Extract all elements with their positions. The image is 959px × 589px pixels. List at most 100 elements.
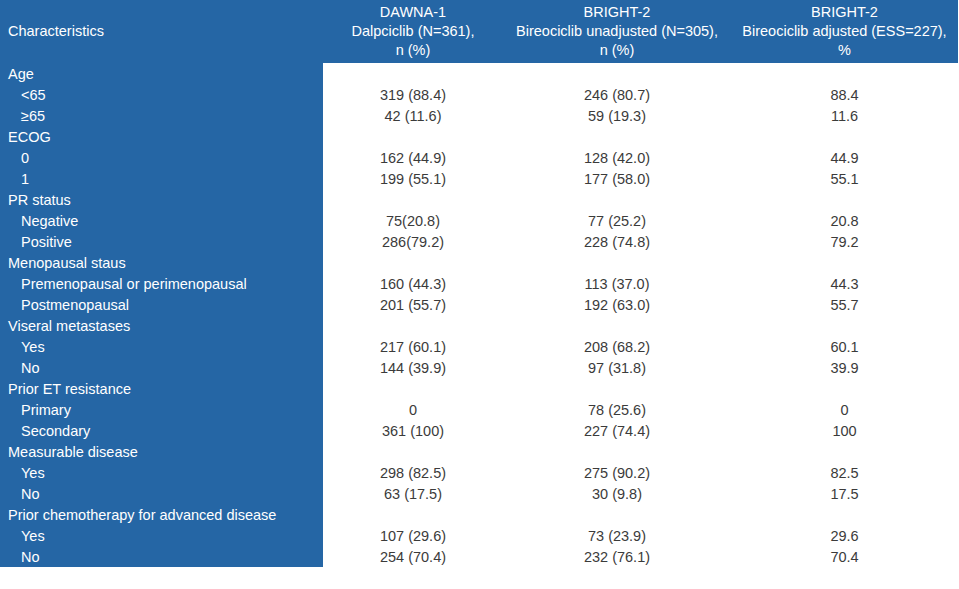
characteristics-label: Characteristics: [8, 22, 104, 41]
column-header-dawna1: DAWNA-1 Dalpciclib (N=361), n (%): [323, 0, 503, 63]
value-cell-bright2-unadjusted: 30 (9.8): [503, 483, 731, 504]
value-cell-bright2-adjusted: 20.8: [731, 210, 958, 231]
value-cell-bright2-adjusted: [731, 63, 958, 84]
row-label-sub: <65: [0, 84, 323, 105]
value-cell-bright2-unadjusted: 73 (23.9): [503, 525, 731, 546]
value-cell-bright2-adjusted: 100: [731, 420, 958, 441]
value-cell-bright2-unadjusted: 113 (37.0): [503, 273, 731, 294]
row-label-sub: Premenopausal or perimenopausal: [0, 273, 323, 294]
row-label-category: Menopausal staus: [0, 252, 323, 273]
value-cell-dawna1: 0: [323, 399, 503, 420]
value-cell-bright2-adjusted: [731, 126, 958, 147]
row-label-sub: Yes: [0, 525, 323, 546]
row-label-sub: Primary: [0, 399, 323, 420]
value-cell-dawna1: 319 (88.4): [323, 84, 503, 105]
value-cell-bright2-adjusted: 11.6: [731, 105, 958, 126]
row-label-sub: ≥65: [0, 105, 323, 126]
row-label-sub: Negative: [0, 210, 323, 231]
table-row: 0162 (44.9)128 (42.0)44.9: [0, 147, 958, 168]
value-cell-dawna1: 107 (29.6): [323, 525, 503, 546]
value-cell-bright2-unadjusted: [503, 315, 731, 336]
page: Characteristics DAWNA-1 Dalpciclib (N=36…: [0, 0, 959, 589]
value-cell-dawna1: [323, 252, 503, 273]
column-header-bright2-unadjusted: BRIGHT-2 Bireociclib unadjusted (N=305),…: [503, 0, 731, 63]
row-label-category: ECOG: [0, 126, 323, 147]
value-cell-bright2-unadjusted: [503, 441, 731, 462]
value-cell-bright2-adjusted: 55.1: [731, 168, 958, 189]
table-row: ECOG: [0, 126, 958, 147]
value-cell-dawna1: [323, 63, 503, 84]
value-cell-bright2-adjusted: [731, 189, 958, 210]
value-cell-dawna1: 160 (44.3): [323, 273, 503, 294]
table-row: Negative75(20.8)77 (25.2)20.8: [0, 210, 958, 231]
header-study-name: BRIGHT-2: [584, 3, 651, 22]
value-cell-bright2-unadjusted: [503, 126, 731, 147]
header-unit: n (%): [600, 41, 635, 60]
value-cell-bright2-unadjusted: 59 (19.3): [503, 105, 731, 126]
value-cell-bright2-unadjusted: 208 (68.2): [503, 336, 731, 357]
value-cell-bright2-adjusted: [731, 504, 958, 525]
row-label-sub: Yes: [0, 336, 323, 357]
value-cell-bright2-adjusted: 60.1: [731, 336, 958, 357]
value-cell-bright2-adjusted: 39.9: [731, 357, 958, 378]
value-cell-bright2-unadjusted: 232 (76.1): [503, 546, 731, 567]
table-row: Premenopausal or perimenopausal160 (44.3…: [0, 273, 958, 294]
value-cell-bright2-unadjusted: 97 (31.8): [503, 357, 731, 378]
row-label-sub: No: [0, 357, 323, 378]
value-cell-dawna1: [323, 441, 503, 462]
table-row: Secondary361 (100)227 (74.4)100: [0, 420, 958, 441]
value-cell-bright2-unadjusted: 275 (90.2): [503, 462, 731, 483]
row-label-sub: 0: [0, 147, 323, 168]
value-cell-bright2-unadjusted: 228 (74.8): [503, 231, 731, 252]
value-cell-bright2-adjusted: [731, 315, 958, 336]
table-header: Characteristics DAWNA-1 Dalpciclib (N=36…: [0, 0, 958, 63]
value-cell-bright2-adjusted: 44.9: [731, 147, 958, 168]
header-unit: %: [838, 41, 851, 60]
value-cell-bright2-unadjusted: 128 (42.0): [503, 147, 731, 168]
value-cell-bright2-adjusted: [731, 441, 958, 462]
header-unit: n (%): [396, 41, 431, 60]
value-cell-dawna1: 254 (70.4): [323, 546, 503, 567]
table-row: No144 (39.9)97 (31.8)39.9: [0, 357, 958, 378]
row-label-sub: Positive: [0, 231, 323, 252]
table-row: 1199 (55.1)177 (58.0)55.1: [0, 168, 958, 189]
value-cell-bright2-adjusted: 82.5: [731, 462, 958, 483]
table-row: Prior chemotherapy for advanced disease: [0, 504, 958, 525]
value-cell-dawna1: [323, 189, 503, 210]
table-row: Yes107 (29.6)73 (23.9)29.6: [0, 525, 958, 546]
table-row: No254 (70.4)232 (76.1)70.4: [0, 546, 958, 567]
row-label-category: PR status: [0, 189, 323, 210]
table-row: Menopausal staus: [0, 252, 958, 273]
value-cell-dawna1: [323, 504, 503, 525]
column-header-bright2-adjusted: BRIGHT-2 Bireociclib adjusted (ESS=227),…: [731, 0, 958, 63]
value-cell-bright2-adjusted: 0: [731, 399, 958, 420]
value-cell-bright2-unadjusted: 227 (74.4): [503, 420, 731, 441]
row-label-sub: 1: [0, 168, 323, 189]
value-cell-bright2-adjusted: 17.5: [731, 483, 958, 504]
value-cell-dawna1: 75(20.8): [323, 210, 503, 231]
value-cell-dawna1: [323, 126, 503, 147]
value-cell-dawna1: 361 (100): [323, 420, 503, 441]
table-row: Measurable disease: [0, 441, 958, 462]
column-header-characteristics: Characteristics: [0, 0, 323, 63]
value-cell-dawna1: 199 (55.1): [323, 168, 503, 189]
value-cell-dawna1: 286(79.2): [323, 231, 503, 252]
value-cell-bright2-adjusted: 44.3: [731, 273, 958, 294]
value-cell-bright2-unadjusted: [503, 504, 731, 525]
row-label-sub: No: [0, 483, 323, 504]
value-cell-bright2-unadjusted: 246 (80.7): [503, 84, 731, 105]
value-cell-bright2-unadjusted: 77 (25.2): [503, 210, 731, 231]
row-label-category: Measurable disease: [0, 441, 323, 462]
value-cell-bright2-adjusted: [731, 252, 958, 273]
table-row: Positive286(79.2)228 (74.8)79.2: [0, 231, 958, 252]
value-cell-bright2-adjusted: 88.4: [731, 84, 958, 105]
row-label-sub: No: [0, 546, 323, 567]
value-cell-dawna1: 63 (17.5): [323, 483, 503, 504]
row-label-sub: Postmenopausal: [0, 294, 323, 315]
table-row: ≥6542 (11.6)59 (19.3)11.6: [0, 105, 958, 126]
table-row: Yes298 (82.5)275 (90.2)82.5: [0, 462, 958, 483]
value-cell-bright2-adjusted: 29.6: [731, 525, 958, 546]
value-cell-dawna1: 298 (82.5): [323, 462, 503, 483]
header-arm-name: Bireociclib unadjusted (N=305),: [516, 22, 718, 41]
row-label-sub: Yes: [0, 462, 323, 483]
